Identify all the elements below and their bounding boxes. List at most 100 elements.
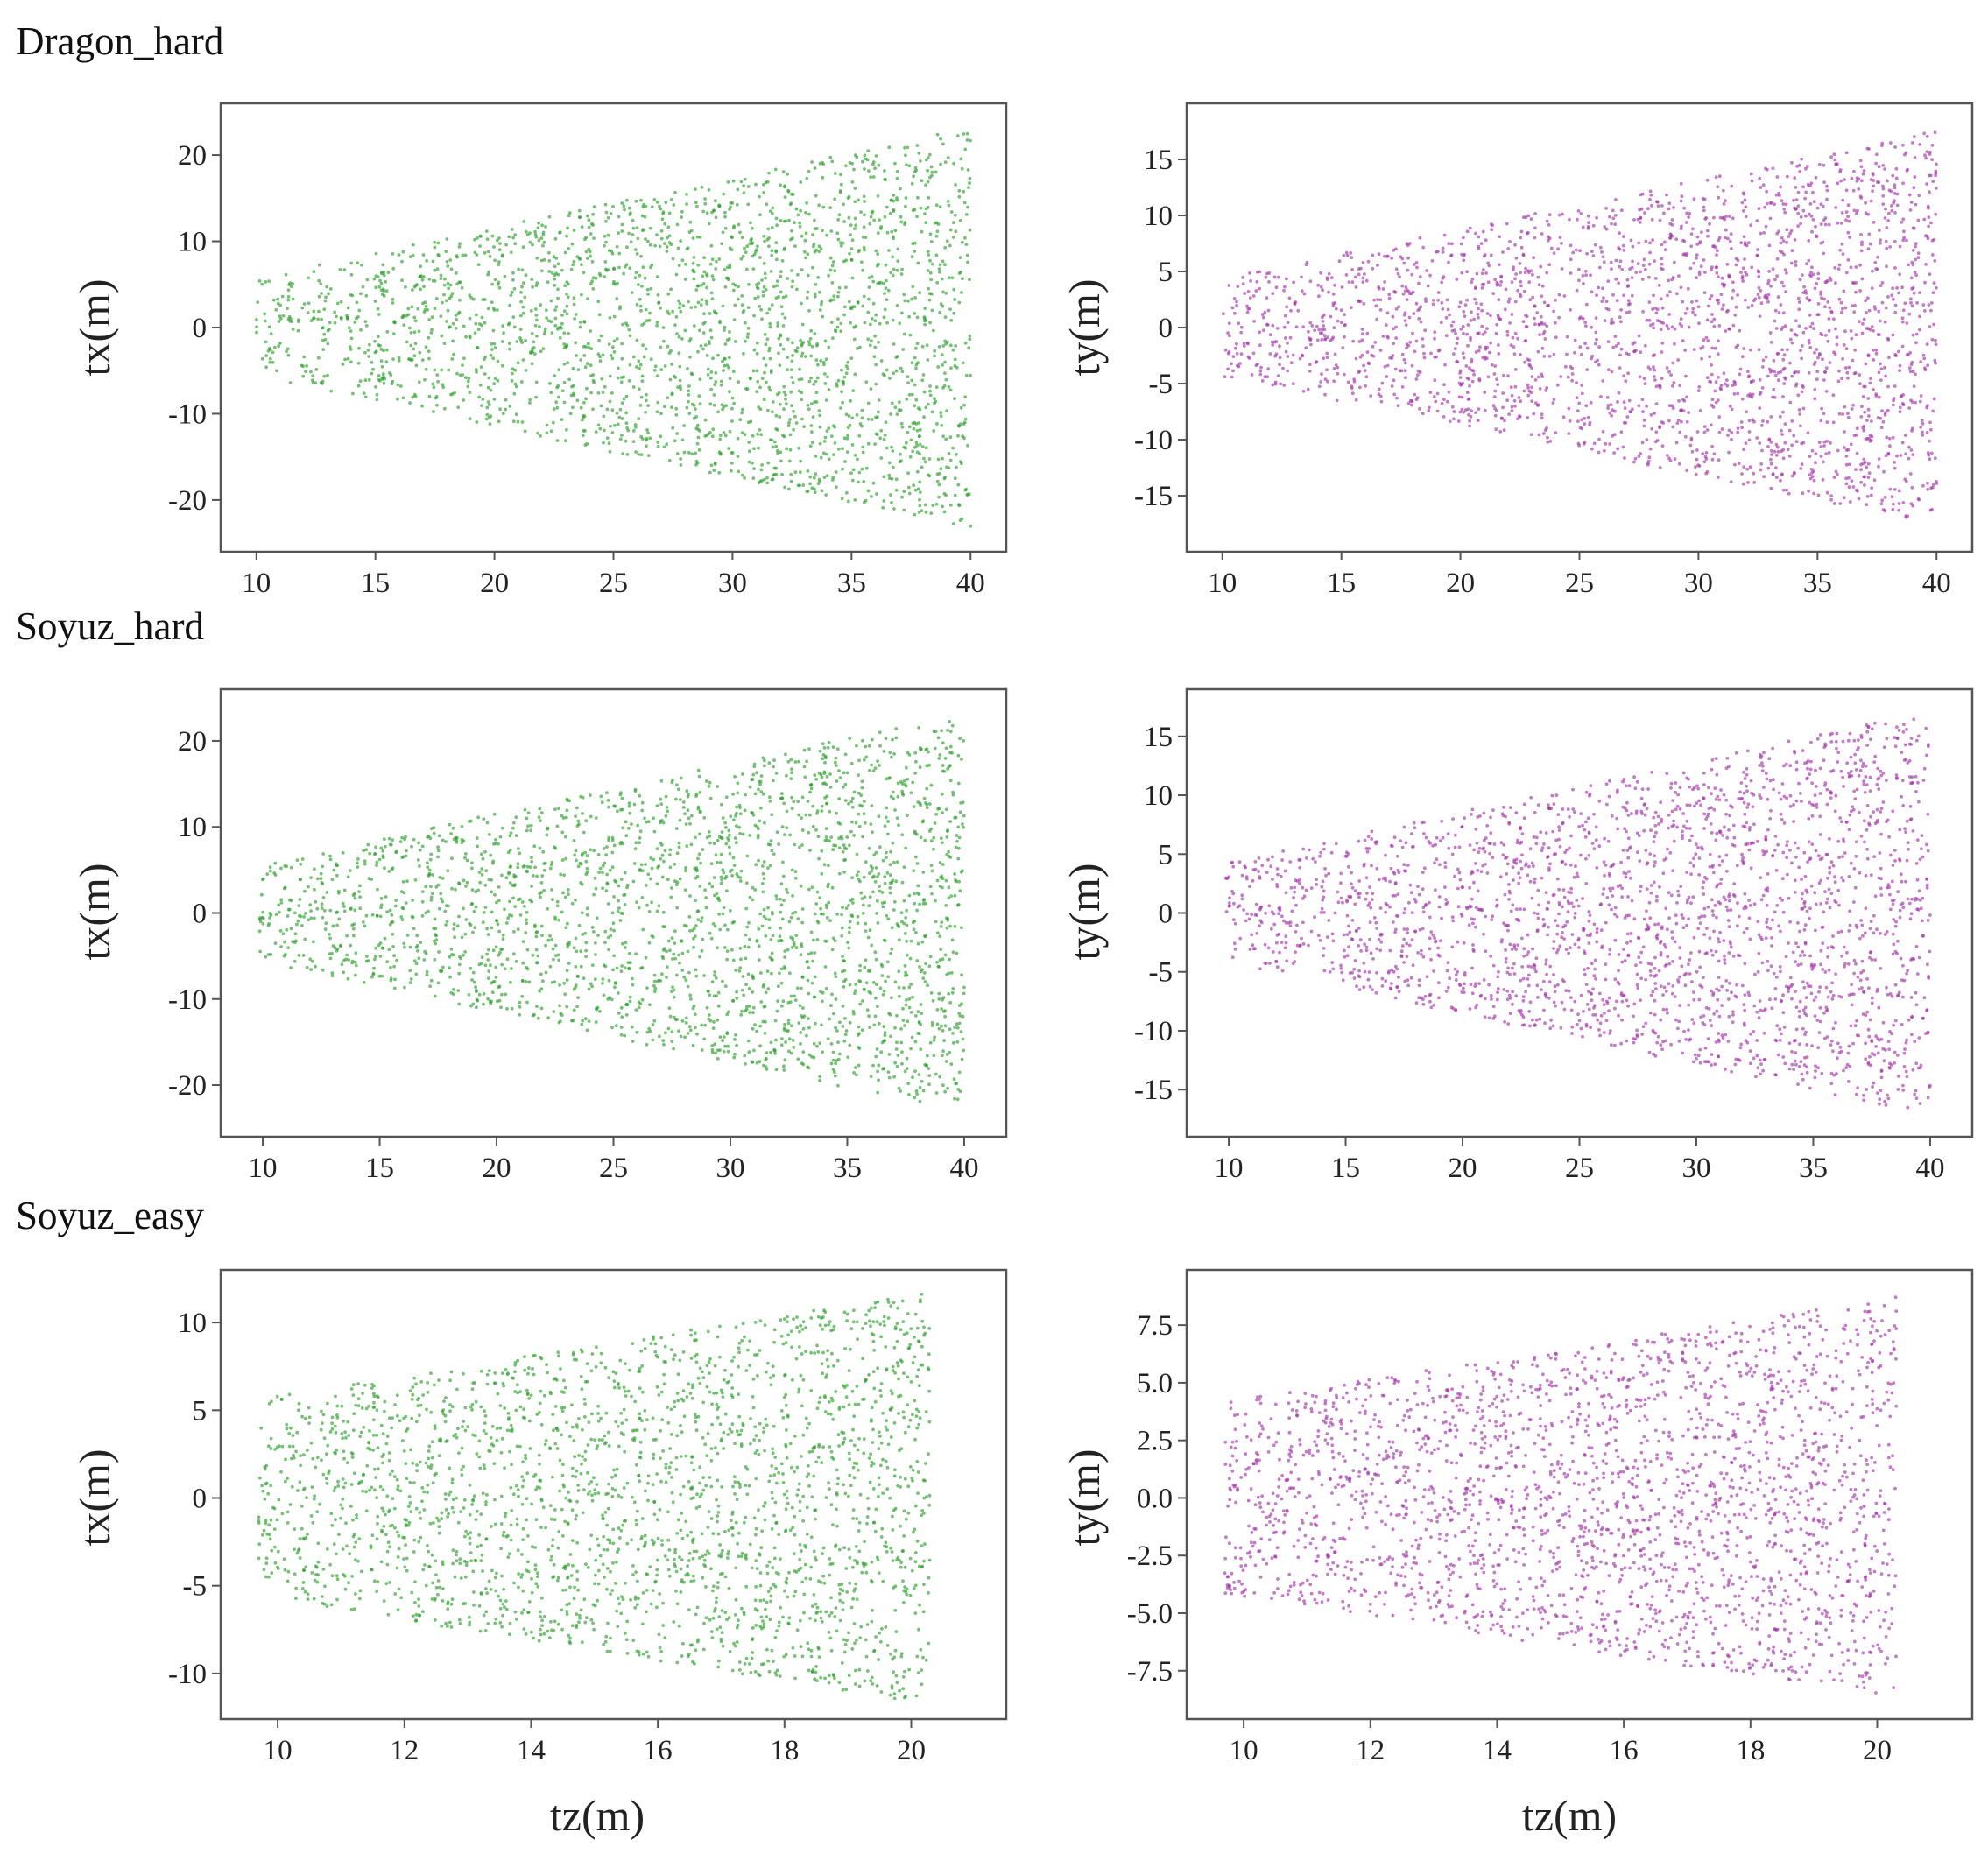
scatter-point	[268, 360, 272, 364]
scatter-point	[466, 379, 470, 384]
scatter-point	[649, 286, 653, 291]
scatter-point	[745, 244, 750, 249]
scatter-point	[1793, 238, 1797, 242]
scatter-point	[893, 405, 898, 410]
scatter-point	[575, 398, 580, 403]
scatter-point	[1868, 328, 1872, 332]
scatter-point	[791, 279, 794, 284]
scatter-point	[1893, 183, 1897, 187]
scatter-point	[713, 199, 717, 203]
scatter-point	[480, 323, 483, 328]
scatter-point	[519, 291, 523, 294]
scatter-point	[497, 236, 501, 240]
scatter-point	[1929, 308, 1933, 313]
scatter-point	[1780, 280, 1784, 285]
scatter-point	[535, 281, 539, 285]
scatter-point	[1885, 226, 1889, 229]
scatter-point	[321, 326, 325, 329]
scatter-point	[666, 939, 671, 943]
scatter-point	[1902, 229, 1906, 234]
scatter-point	[287, 283, 292, 286]
scatter-point	[1413, 349, 1417, 354]
scatter-point	[924, 962, 927, 966]
scatter-point	[892, 267, 896, 271]
scatter-point	[1640, 441, 1645, 445]
scatter-point	[964, 213, 969, 216]
scatter-point	[930, 173, 934, 178]
scatter-point	[1911, 333, 1915, 337]
scatter-point	[1610, 413, 1613, 418]
scatter-point	[744, 321, 747, 325]
scatter-point	[733, 340, 737, 343]
scatter-point	[719, 383, 723, 387]
scatter-point	[1808, 325, 1813, 329]
scatter-point	[1812, 491, 1816, 496]
scatter-point	[1508, 240, 1512, 243]
scatter-point	[1821, 240, 1825, 244]
scatter-point	[905, 398, 909, 401]
scatter-point	[714, 215, 718, 220]
scatter-point	[706, 373, 710, 377]
scatter-point	[1859, 249, 1864, 253]
scatter-point	[400, 278, 404, 283]
scatter-point	[457, 310, 462, 314]
scatter-point	[1893, 303, 1898, 307]
scatter-point	[458, 373, 462, 377]
scatter-point	[1803, 196, 1808, 201]
scatter-point	[848, 423, 852, 427]
scatter-point	[951, 446, 955, 450]
scatter-point	[1371, 344, 1375, 349]
scatter-point	[1243, 292, 1246, 295]
scatter-point	[530, 278, 534, 281]
scatter-point	[1766, 466, 1771, 470]
scatter-point	[533, 323, 538, 328]
scatter-point	[1282, 288, 1286, 293]
scatter-point	[1604, 307, 1609, 311]
scatter-point	[1886, 384, 1890, 389]
scatter-point	[1850, 479, 1854, 483]
scatter-point	[948, 458, 953, 462]
scatter-point	[342, 268, 347, 272]
scatter-point	[933, 397, 936, 401]
scatter-point	[895, 268, 899, 272]
scatter-point	[641, 228, 645, 231]
scatter-point	[807, 379, 812, 384]
scatter-point	[1462, 356, 1466, 360]
scatter-point	[572, 259, 576, 264]
scatter-point	[692, 256, 696, 259]
scatter-point	[556, 272, 560, 277]
scatter-point	[1736, 430, 1740, 434]
scatter-point	[1816, 277, 1821, 281]
scatter-point	[894, 477, 899, 482]
scatter-point	[770, 303, 774, 307]
scatter-point	[1388, 356, 1392, 360]
scatter-point	[1695, 253, 1699, 257]
scatter-point	[955, 365, 959, 370]
scatter-point	[913, 296, 917, 300]
scatter-point	[1829, 310, 1834, 314]
scatter-point	[1897, 502, 1901, 505]
scatter-point	[1872, 184, 1876, 188]
scatter-point	[949, 210, 954, 214]
scatter-point	[1647, 300, 1652, 304]
scatter-point	[1648, 368, 1653, 371]
scatter-point	[863, 321, 867, 325]
scatter-point	[1465, 270, 1469, 274]
scatter-point	[666, 292, 671, 296]
scatter-point	[1364, 278, 1369, 283]
scatter-point	[616, 422, 620, 426]
scatter-point	[892, 199, 896, 203]
scatter-point	[910, 392, 914, 397]
scatter-point	[1870, 325, 1874, 328]
scatter-point	[1236, 363, 1239, 368]
scatter-point	[726, 180, 730, 184]
scatter-point	[1658, 466, 1662, 469]
scatter-point	[939, 411, 943, 415]
scatter-point	[1898, 272, 1902, 277]
scatter-point	[1539, 314, 1543, 319]
scatter-point	[923, 322, 927, 327]
scatter-point	[1378, 349, 1383, 352]
scatter-point	[1517, 414, 1521, 419]
scatter-point	[1577, 316, 1582, 321]
scatter-point	[1899, 454, 1903, 457]
